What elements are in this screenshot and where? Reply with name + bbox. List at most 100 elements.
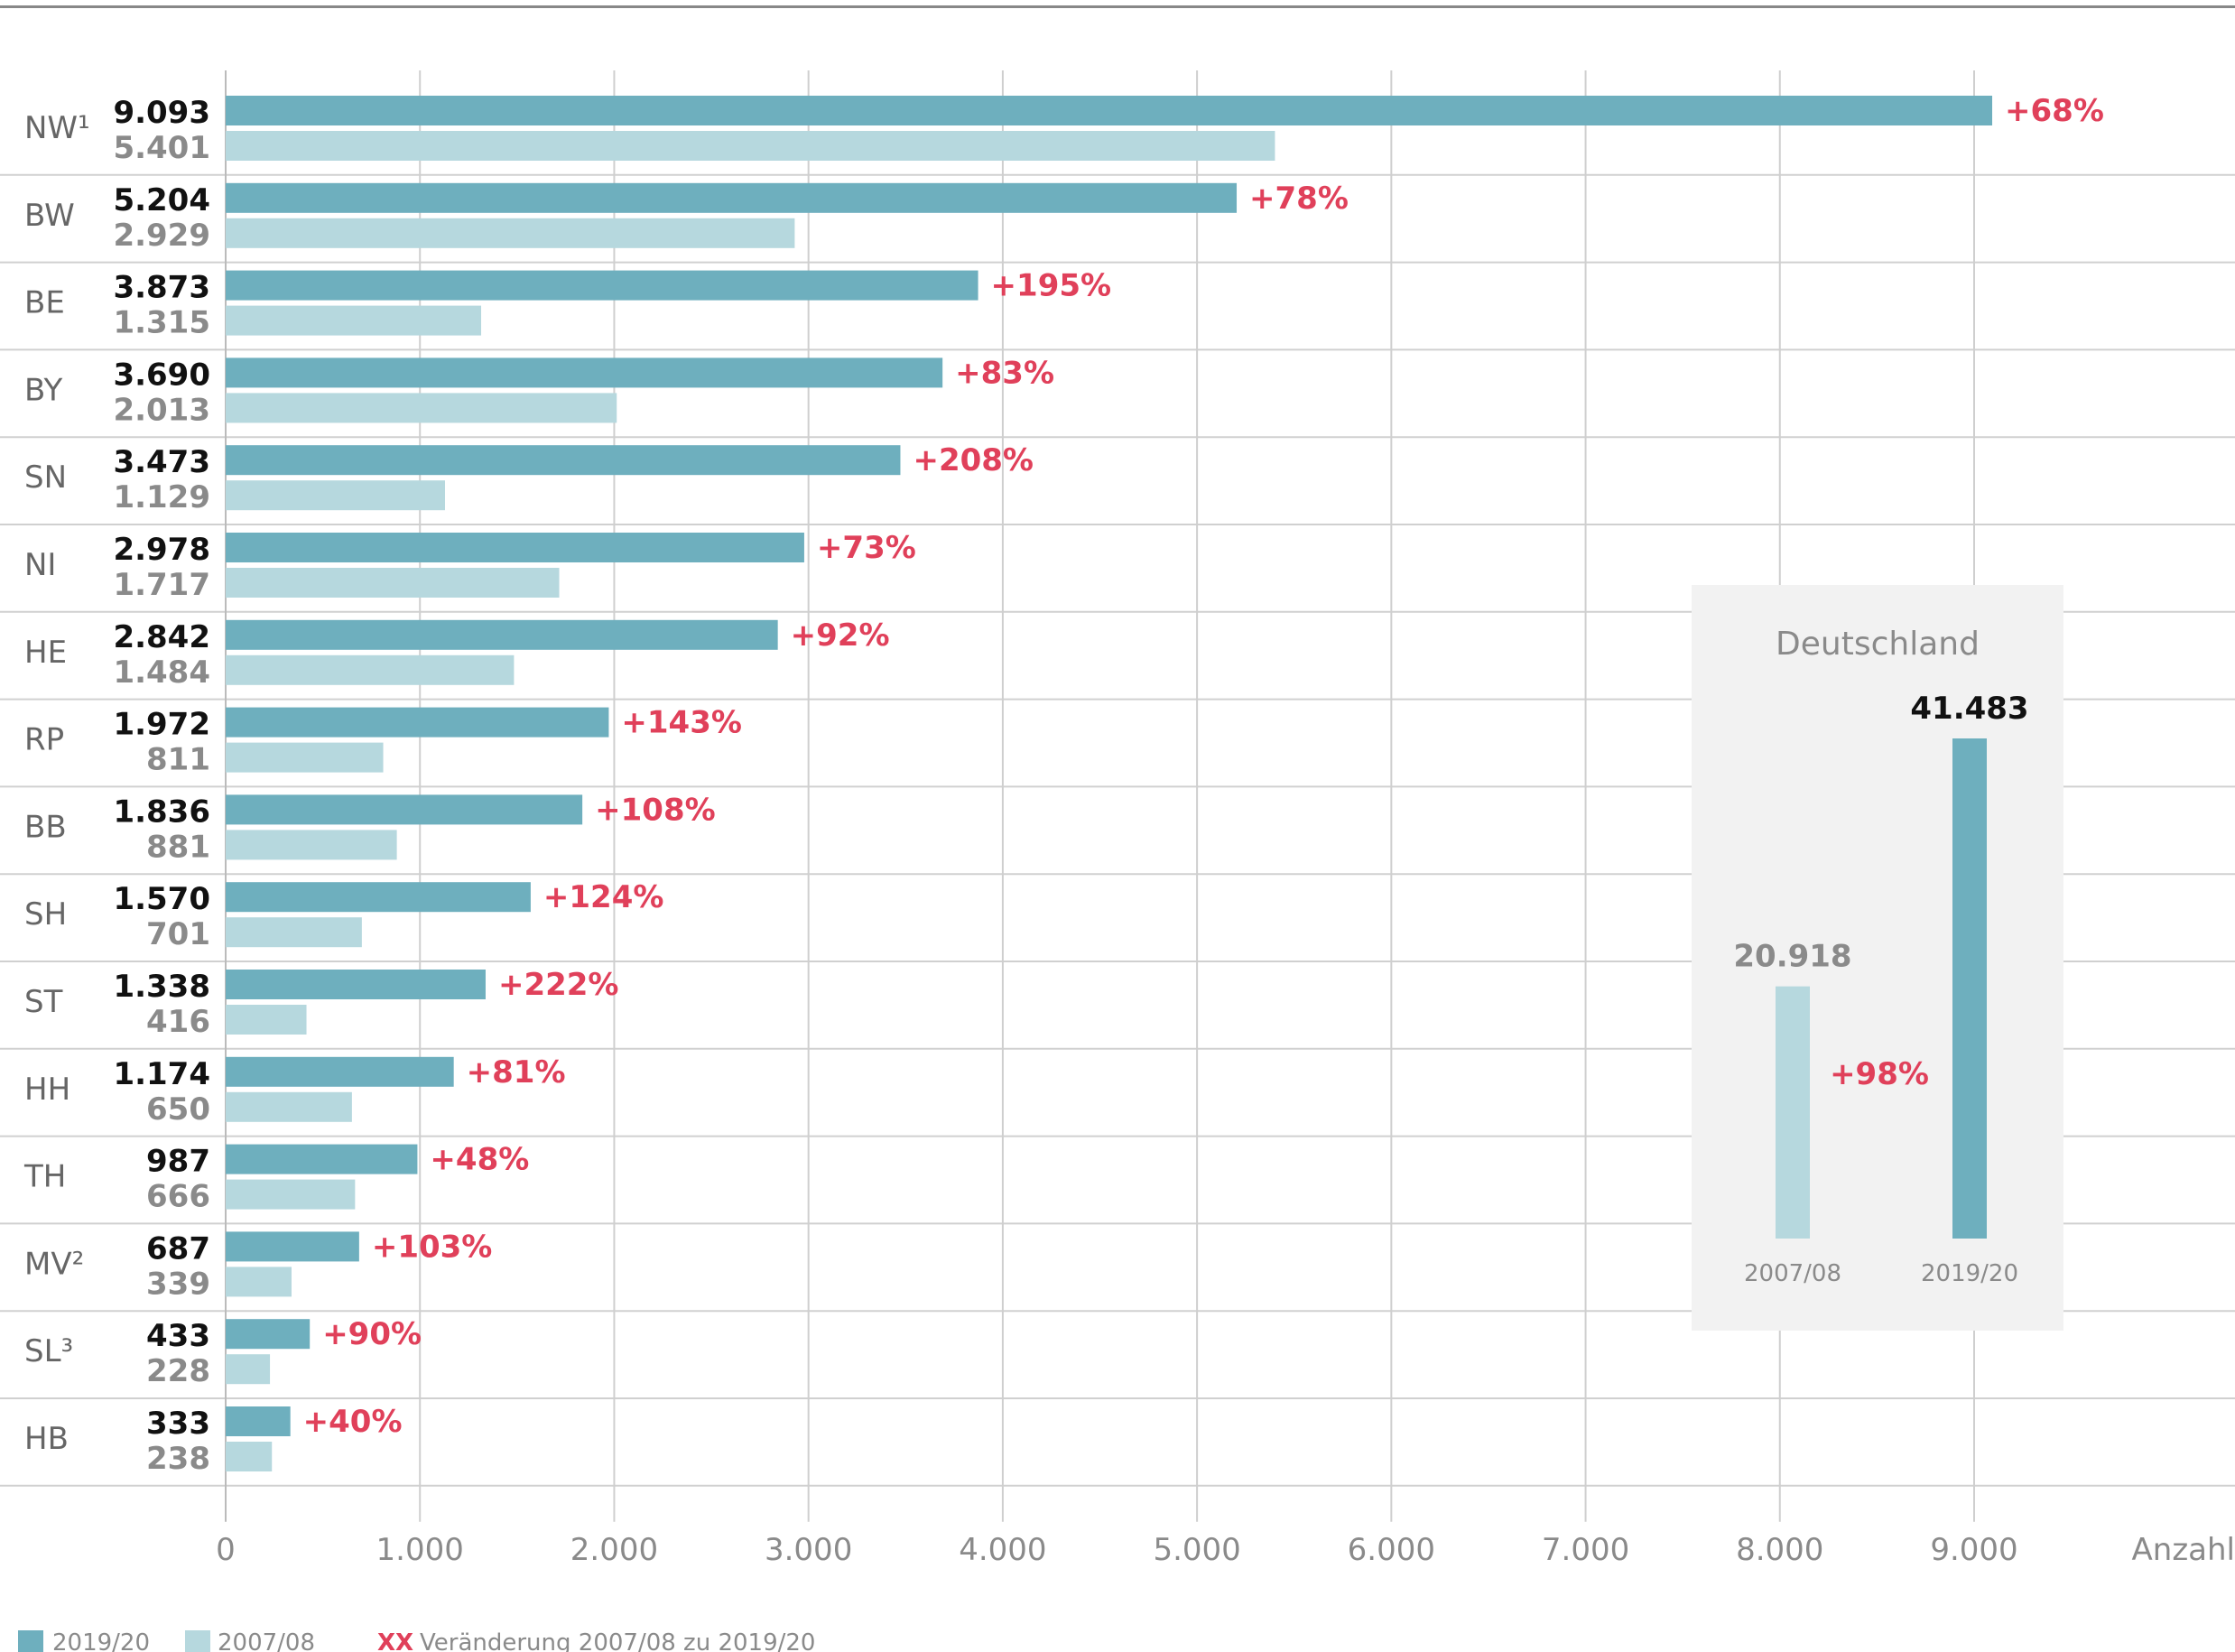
bar-2007-08 [226,654,515,685]
value-label-2007-08: 701 [146,916,210,952]
category-label: BW [24,198,75,234]
bar-2019-20 [226,357,943,388]
inset-title: Deutschland [1776,626,1980,663]
x-tick-label: 7.000 [1542,1532,1629,1568]
value-label-2019-20: 3.690 [113,357,210,393]
change-label: +108% [595,792,716,828]
change-label: +103% [372,1229,493,1265]
change-label: +208% [913,442,1034,478]
legend-label-2019-20: 2019/20 [52,1629,150,1652]
x-tick-label: 1.000 [376,1532,464,1568]
change-label: +81% [467,1054,566,1091]
value-label-2007-08: 339 [146,1266,210,1302]
change-label: +78% [1249,181,1349,217]
bar-2007-08 [226,131,1275,161]
change-label: +195% [991,268,1112,304]
bar-2007-08 [226,742,384,773]
value-label-2007-08: 1.315 [113,305,210,341]
value-label-2007-08: 881 [146,829,210,865]
bar-2007-08 [226,568,560,598]
bar-2007-08 [226,1091,352,1122]
change-label: +90% [322,1316,422,1352]
value-label-2019-20: 1.338 [113,969,210,1005]
value-label-2019-20: 333 [146,1406,210,1442]
inset-bar-2007-08 [1776,986,1810,1239]
inset-value-label: 20.918 [1733,939,1851,975]
value-label-2019-20: 987 [146,1144,210,1180]
bar-2007-08 [226,1179,356,1210]
legend-swatch-2007-08 [185,1630,210,1652]
value-label-2007-08: 228 [146,1353,210,1389]
change-label: +92% [791,617,890,654]
bar-2007-08 [226,393,617,423]
inset-value-label: 41.483 [1910,691,2028,727]
category-label: ST [24,984,63,1020]
bar-2007-08 [226,305,482,336]
value-label-2007-08: 1.484 [113,654,210,691]
value-label-2019-20: 1.174 [113,1056,210,1092]
value-label-2019-20: 3.873 [113,270,210,306]
category-label: BE [24,285,65,321]
bar-2019-20 [226,96,1993,125]
value-label-2019-20: 1.570 [113,881,210,917]
value-label-2007-08: 650 [146,1091,210,1128]
category-label: SL³ [24,1333,73,1369]
legend-label-2007-08: 2007/08 [218,1629,315,1652]
value-label-2019-20: 2.978 [113,532,210,568]
category-label: SH [24,896,67,933]
category-label: HB [24,1421,69,1457]
x-tick-label: 4.000 [959,1532,1046,1568]
legend-change-key: XX [377,1629,413,1652]
x-tick-label: 8.000 [1736,1532,1823,1568]
bar-2019-20 [226,1406,291,1436]
category-label: MV² [24,1246,84,1282]
category-label: BB [24,809,67,845]
value-label-2007-08: 416 [146,1004,210,1040]
bar-2019-20 [226,970,486,999]
inset-change-label: +98% [1830,1056,1929,1092]
value-label-2019-20: 5.204 [113,182,210,218]
category-label: HH [24,1072,70,1108]
change-label: +124% [543,879,664,915]
bar-2019-20 [226,1056,454,1087]
inset-category-label: 2019/20 [1921,1260,2018,1287]
bar-2007-08 [226,1354,271,1385]
value-label-2019-20: 3.473 [113,444,210,480]
value-label-2019-20: 1.972 [113,707,210,743]
value-label-2019-20: 2.842 [113,619,210,655]
change-label: +83% [955,355,1054,391]
change-label: +222% [498,967,619,1003]
legend-change-text: Veränderung 2007/08 zu 2019/20 [420,1629,815,1652]
bar-2007-08 [226,1005,307,1035]
inset-bar-2019-20 [1952,738,1987,1239]
x-tick-label: 6.000 [1348,1532,1435,1568]
bar-2019-20 [226,533,804,562]
bar-2019-20 [226,619,778,650]
x-tick-label: 5.000 [1153,1532,1240,1568]
bar-2007-08 [226,1267,292,1297]
bar-2019-20 [226,182,1238,213]
bar-2007-08 [226,1442,273,1471]
change-label: +143% [621,705,742,741]
category-label: NI [24,547,56,583]
bar-2019-20 [226,445,901,476]
value-label-2019-20: 433 [146,1318,210,1354]
value-label-2007-08: 2.929 [113,218,210,254]
x-tick-label: 9.000 [1930,1532,2017,1568]
bar-2019-20 [226,270,978,301]
change-label: +73% [817,530,916,566]
value-label-2007-08: 811 [146,742,210,778]
x-axis-label: Anzahl [2132,1532,2235,1568]
value-label-2019-20: 9.093 [113,95,210,131]
bar-2007-08 [226,218,795,248]
x-tick-label: 0 [216,1532,236,1568]
category-label: HE [24,635,67,671]
bar-2019-20 [226,1144,418,1174]
bar-2019-20 [226,882,531,913]
bar-2007-08 [226,480,445,511]
value-label-2007-08: 1.717 [113,567,210,603]
category-label: TH [23,1159,66,1195]
x-tick-label: 2.000 [570,1532,658,1568]
